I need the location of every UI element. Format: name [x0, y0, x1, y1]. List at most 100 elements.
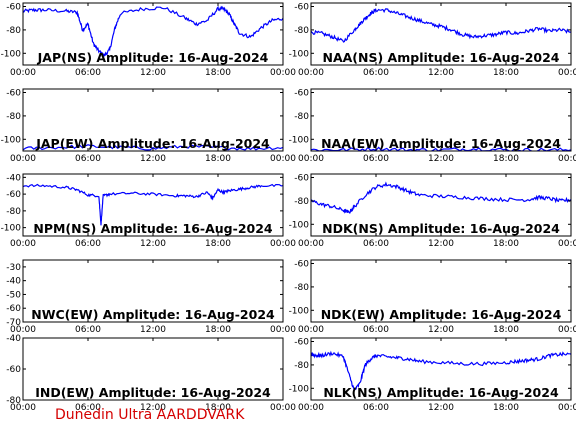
panel-title: JAP(NS) Amplitude: 16-Aug-2024 — [37, 50, 269, 65]
x-tick-label: 06:00 — [363, 68, 389, 78]
y-tick-label: -100 — [289, 220, 310, 230]
panel-title: NAA(NS) Amplitude: 16-Aug-2024 — [323, 50, 560, 65]
panel-title: NAA(EW) Amplitude: 16-Aug-2024 — [321, 136, 561, 151]
y-tick-label: -40 — [6, 277, 21, 287]
x-tick-label: 00:00 — [270, 154, 296, 164]
y-tick-label: -60 — [6, 304, 21, 314]
series-line-2-1 — [311, 7, 571, 43]
y-tick-label: -60 — [6, 3, 21, 13]
y-tick-label: -100 — [1, 135, 22, 145]
panel-title: NDK(NS) Amplitude: 16-Aug-2024 — [322, 221, 560, 236]
x-tick-label: 00:00 — [558, 403, 576, 413]
x-tick-label: 18:00 — [493, 68, 519, 78]
panel-2: 00:00 06:00 12:00 18:00 00:00 -100 -80 -60 NAA(N… — [289, 2, 576, 78]
y-tick-label: -60 — [294, 3, 309, 13]
x-tick-label: 12:00 — [428, 325, 454, 335]
panel-title: IND(EW) Amplitude: 16-Aug-2024 — [35, 385, 271, 400]
x-tick-label: 00:00 — [298, 239, 324, 249]
x-tick-label: 00:00 — [298, 325, 324, 335]
panel-title: NWC(EW) Amplitude: 16-Aug-2024 — [31, 307, 275, 322]
panel-1: 00:00 06:00 12:00 18:00 00:00 -100 -80 -60 JAP(N… — [1, 2, 296, 78]
x-tick-label: 18:00 — [493, 325, 519, 335]
x-tick-label: 12:00 — [140, 239, 166, 249]
series-line-6-1 — [311, 181, 571, 214]
panel-title: NDK(EW) Amplitude: 16-Aug-2024 — [321, 307, 562, 322]
y-tick-label: -80 — [6, 396, 21, 406]
x-tick-label: 00:00 — [558, 154, 576, 164]
x-tick-label: 00:00 — [10, 154, 36, 164]
x-tick-label: 00:00 — [558, 68, 576, 78]
y-tick-label: -100 — [1, 224, 22, 234]
x-tick-label: 00:00 — [270, 239, 296, 249]
x-tick-label: 00:00 — [10, 239, 36, 249]
y-tick-label: -80 — [294, 361, 309, 371]
y-tick-label: -80 — [294, 112, 309, 122]
x-tick-label: 06:00 — [363, 239, 389, 249]
y-tick-label: -70 — [6, 318, 21, 328]
y-tick-label: -100 — [289, 384, 310, 394]
y-tick-label: -30 — [6, 263, 21, 273]
x-tick-label: 18:00 — [493, 154, 519, 164]
panel-9: 00:00 06:00 12:00 18:00 00:00-80-60-40IND(EW… — [6, 334, 296, 413]
y-tick-label: -60 — [294, 338, 309, 348]
y-tick-label: -60 — [294, 89, 309, 99]
panel-3: 00:00 06:00 12:00 18:00 00:00 -100 -80 -60 JAP(E… — [1, 88, 296, 164]
series-line-3-1 — [23, 144, 283, 151]
x-tick-label: 00:00 — [270, 403, 296, 413]
y-tick-label: -80 — [6, 26, 21, 36]
panel-title: NPM(NS) Amplitude: 16-Aug-2024 — [33, 221, 273, 236]
y-tick-label: -40 — [6, 334, 21, 344]
series-line-10-1 — [311, 350, 571, 392]
x-tick-label: 06:00 — [75, 403, 101, 413]
y-tick-label: -80 — [6, 207, 21, 217]
y-tick-label: -100 — [289, 135, 310, 145]
x-tick-label: 12:00 — [140, 403, 166, 413]
x-tick-label: 18:00 — [493, 403, 519, 413]
x-tick-label: 00:00 — [270, 68, 296, 78]
y-tick-label: -80 — [6, 112, 21, 122]
x-tick-label: 06:00 — [75, 68, 101, 78]
x-tick-label: 00:00 — [10, 325, 36, 335]
x-tick-label: 00:00 — [270, 325, 296, 335]
series-line-1-1 — [23, 5, 283, 57]
x-tick-label: 06:00 — [363, 403, 389, 413]
x-tick-label: 12:00 — [140, 154, 166, 164]
y-tick-label: -100 — [289, 49, 310, 59]
y-tick-label: -60 — [294, 174, 309, 184]
credit-label: Dunedin Ultra AARDDVARK — [55, 407, 245, 423]
panel-10: 00:00 06:00 12:00 18:00 00:00 -100 -80 -60 NLK(N… — [289, 337, 576, 413]
y-tick-label: -60 — [6, 89, 21, 99]
panel-title: JAP(EW) Amplitude: 16-Aug-2024 — [35, 136, 270, 151]
y-tick-label: -100 — [289, 306, 310, 316]
x-tick-label: 12:00 — [428, 239, 454, 249]
y-tick-label: -50 — [6, 290, 21, 300]
y-tick-label: -80 — [294, 283, 309, 293]
panel-8: 00:00 06:00 12:00 18:00 00:00 -100 -80 -60 NDK(E… — [289, 259, 576, 335]
x-tick-label: 12:00 — [428, 403, 454, 413]
y-tick-label: -80 — [294, 197, 309, 207]
x-tick-label: 00:00 — [298, 154, 324, 164]
x-tick-label: 18:00 — [205, 325, 231, 335]
panel-7: 00:00 06:00 12:00 18:00 00:00-70-60-50-40-30… — [6, 259, 296, 335]
panel-6: 00:00 06:00 12:00 18:00 00:00 -100 -80 -60 NDK(N… — [289, 173, 576, 249]
x-tick-label: 18:00 — [205, 68, 231, 78]
x-tick-label: 18:00 — [493, 239, 519, 249]
panel-title: NLK(NS) Amplitude: 16-Aug-2024 — [323, 385, 559, 400]
y-tick-label: -100 — [1, 49, 22, 59]
x-tick-label: 00:00 — [298, 403, 324, 413]
x-tick-label: 06:00 — [75, 325, 101, 335]
y-tick-label: -60 — [6, 365, 21, 375]
x-tick-label: 18:00 — [205, 154, 231, 164]
x-tick-label: 06:00 — [75, 154, 101, 164]
y-tick-label: -60 — [294, 260, 309, 270]
x-tick-label: 18:00 — [205, 239, 231, 249]
x-tick-label: 00:00 — [10, 403, 36, 413]
y-tick-label: -80 — [294, 26, 309, 36]
x-tick-label: 00:00 — [558, 325, 576, 335]
x-tick-label: 06:00 — [363, 325, 389, 335]
x-tick-label: 12:00 — [140, 325, 166, 335]
panel-5: 00:00 06:00 12:00 18:00 00:00 -100 -80 -60 -40 NP… — [1, 173, 297, 249]
y-tick-label: -40 — [6, 173, 21, 183]
